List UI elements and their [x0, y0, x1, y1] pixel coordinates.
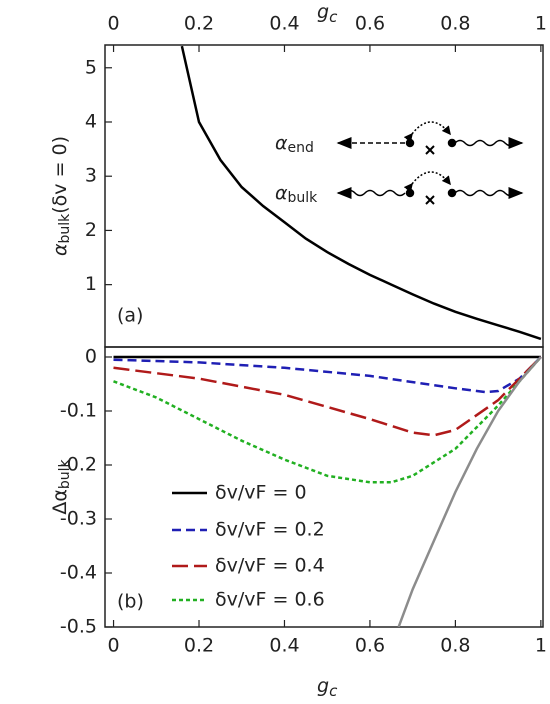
- legend-label: δv/vF = 0: [215, 482, 307, 504]
- x-tick-label: 1: [535, 635, 547, 657]
- panel-label: (a): [117, 305, 143, 327]
- y-tick-label: -0.2: [60, 453, 97, 475]
- y-tick-label: 1: [85, 273, 97, 295]
- x-tick-label: 0: [107, 13, 119, 35]
- x-tick-label: 1: [535, 13, 547, 35]
- annotation-main: α: [275, 132, 288, 154]
- y-axis-label: αbulk(δv = 0): [49, 136, 74, 256]
- y-axis-label-rest: (δv = 0): [49, 136, 71, 214]
- plot-frame: [104, 44, 544, 348]
- y-axis-label-sub: bulk: [57, 458, 73, 489]
- x-tick-label: 0.2: [184, 13, 214, 35]
- x-tick-label: 0.4: [269, 13, 299, 35]
- y-tick-label: -0.1: [60, 399, 97, 421]
- x-tick-label: 0.4: [269, 635, 299, 657]
- y-axis-label-main: α: [49, 243, 71, 256]
- x-axis-label: gc: [317, 675, 338, 700]
- panel-label: (b): [117, 591, 144, 613]
- y-tick-label: 0: [85, 345, 97, 367]
- legend-label: δv/vF = 0.6: [215, 589, 325, 611]
- legend-label: δv/vF = 0.2: [215, 519, 325, 541]
- series-line: [113, 356, 542, 484]
- x-tick-label: 0.2: [184, 635, 214, 657]
- y-axis-label: Δαbulk: [49, 458, 74, 514]
- x-tick-label: 0: [107, 635, 119, 657]
- x-tick-label: 0.8: [440, 635, 470, 657]
- y-tick-label: 4: [85, 110, 97, 132]
- series-line: [180, 45, 542, 341]
- series-line: [113, 356, 542, 394]
- y-tick-label: -0.4: [60, 561, 97, 583]
- y-tick-label: 3: [85, 165, 97, 187]
- y-tick-label: -0.5: [60, 616, 97, 638]
- y-tick-label: -0.3: [60, 507, 97, 529]
- y-tick-label: 2: [85, 219, 97, 241]
- annotation: αbulk: [275, 182, 318, 207]
- x-tick-label: 0.8: [440, 13, 470, 35]
- annotation: αend: [275, 132, 314, 157]
- series-line: [397, 356, 542, 627]
- annotation-sub: end: [288, 140, 314, 156]
- x-axis-label: gc: [317, 1, 338, 26]
- series-line: [113, 356, 542, 437]
- y-axis-label-main: Δα: [49, 489, 71, 515]
- y-tick-label: 5: [85, 56, 97, 78]
- legend-label: δv/vF = 0.4: [215, 555, 325, 577]
- annotation-main: α: [275, 182, 288, 204]
- inset-diagram: [336, 121, 524, 205]
- x-tick-label: 0.6: [355, 13, 385, 35]
- x-tick-label: 0.6: [355, 635, 385, 657]
- plot-frame: [104, 346, 544, 628]
- annotation-sub: bulk: [288, 190, 319, 206]
- y-axis-label-sub: bulk: [57, 213, 73, 244]
